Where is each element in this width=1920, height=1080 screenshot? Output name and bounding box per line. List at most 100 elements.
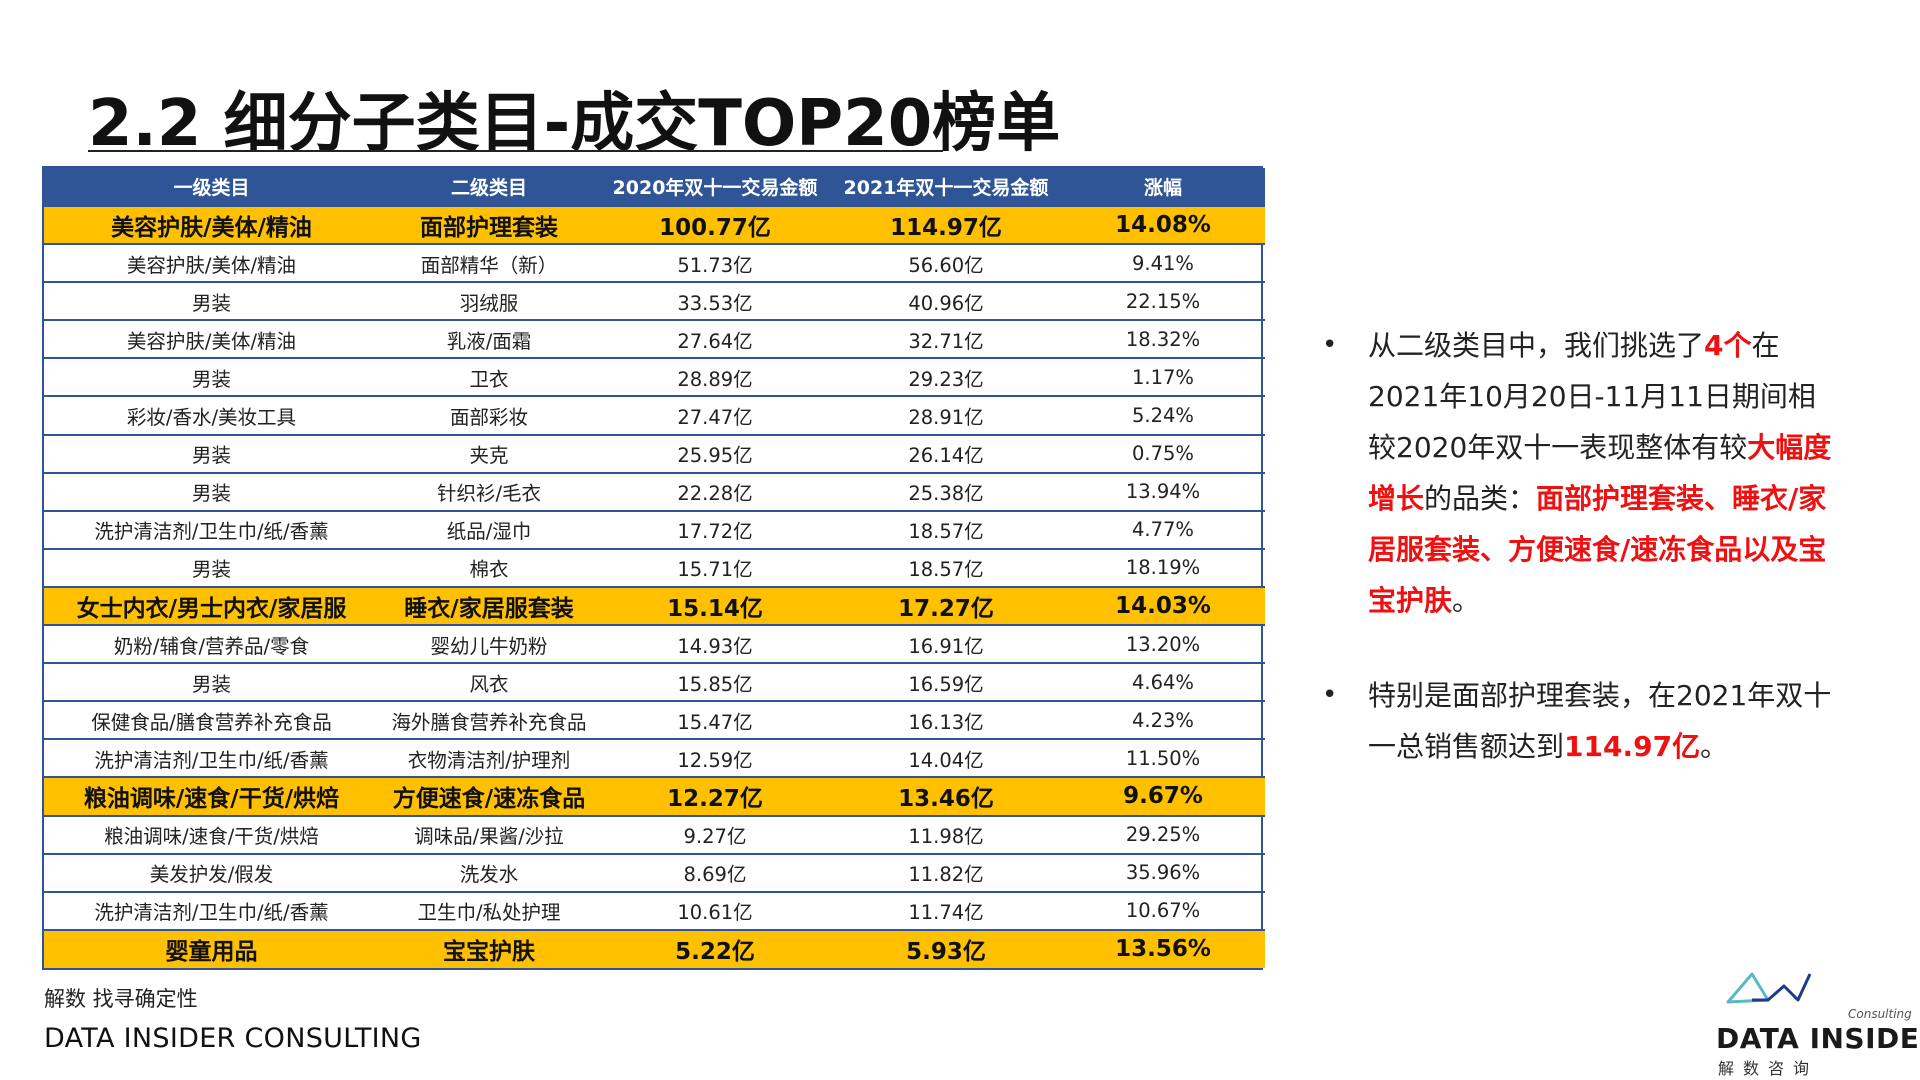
cell-2020-amount: 10.61亿 (599, 891, 831, 931)
cell-level2-category: 海外膳食营养补充食品 (379, 701, 599, 741)
footer-company: DATA INSIDER CONSULTING (44, 1023, 422, 1054)
table-header-row: 一级类目 二级类目 2020年双十一交易金额 2021年双十一交易金额 涨幅 (44, 168, 1265, 207)
cell-growth: 18.19% (1061, 548, 1265, 588)
cell-2021-amount: 13.46亿 (831, 777, 1061, 817)
cell-level1-category: 男装 (44, 358, 379, 398)
table-row-highlighted: 婴童用品 宝宝护肤 5.22亿 5.93亿 13.56% (44, 929, 1265, 968)
cell-level1-category: 粮油调味/速食/干货/烘焙 (44, 815, 379, 855)
cell-2020-amount: 9.27亿 (599, 815, 831, 855)
cell-2020-amount: 100.77亿 (599, 206, 831, 246)
cell-2020-amount: 12.27亿 (599, 777, 831, 817)
logo-subtitle: 解数咨询 (1718, 1059, 1819, 1078)
table-row-highlighted: 女士内衣/男士内衣/家居服 睡衣/家居服套装 15.14亿 17.27亿 14.03% (44, 586, 1265, 627)
emphasis-text: 大幅度增长 (1368, 431, 1832, 515)
table-row-highlighted: 粮油调味/速食/干货/烘焙 方便速食/速冻食品 12.27亿 13.46亿 9.67% (44, 777, 1265, 817)
cell-level2-category: 羽绒服 (379, 282, 599, 322)
cell-2021-amount: 16.13亿 (831, 701, 1061, 741)
header-2021-amount: 2021年双十一交易金额 (831, 168, 1061, 207)
table-row: 洗护清洁剂/卫生巾/纸/香薰 卫生巾/私处护理 10.61亿 11.74亿 10.67% (44, 891, 1265, 931)
emphasis-text: 4个 (1704, 329, 1752, 362)
bullet-segment: 。 (1700, 730, 1729, 763)
cell-2021-amount: 16.59亿 (831, 663, 1061, 703)
cell-growth: 10.67% (1061, 891, 1265, 931)
title-underline (88, 150, 943, 152)
cell-growth: 29.25% (1061, 815, 1265, 855)
cell-2020-amount: 8.69亿 (599, 853, 831, 893)
cell-2020-amount: 25.95亿 (599, 434, 831, 474)
table-row: 美容护肤/美体/精油 乳液/面霜 27.64亿 32.71亿 18.32% (44, 320, 1265, 360)
cell-level2-category: 面部彩妆 (379, 396, 599, 436)
cell-2021-amount: 29.23亿 (831, 358, 1061, 398)
cell-level2-category: 卫衣 (379, 358, 599, 398)
cell-level2-category: 棉衣 (379, 548, 599, 588)
cell-growth: 4.64% (1061, 663, 1265, 703)
bullet-segment: 特别是面部护理套装，在2021年双十一总销售额达到 (1368, 679, 1832, 763)
table-row: 美容护肤/美体/精油 面部精华（新） 51.73亿 56.60亿 9.41% (44, 244, 1265, 284)
bullet-dot-icon: • (1322, 680, 1338, 710)
cell-level1-category: 男装 (44, 434, 379, 474)
cell-level1-category: 洗护清洁剂/卫生巾/纸/香薰 (44, 891, 379, 931)
cell-2020-amount: 5.22亿 (599, 929, 831, 968)
cell-growth: 22.15% (1061, 282, 1265, 322)
cell-2020-amount: 15.85亿 (599, 663, 831, 703)
table-row-highlighted: 美容护肤/美体/精油 面部护理套装 100.77亿 114.97亿 14.08% (44, 206, 1265, 246)
cell-growth: 13.94% (1061, 472, 1265, 512)
cell-growth: 14.08% (1061, 206, 1265, 246)
emphasis-text: 114.97亿 (1564, 730, 1701, 763)
cell-growth: 13.20% (1061, 625, 1265, 665)
table-row: 男装 风衣 15.85亿 16.59亿 4.64% (44, 663, 1265, 703)
cell-growth: 5.24% (1061, 396, 1265, 436)
cell-2020-amount: 15.47亿 (599, 701, 831, 741)
table-row: 男装 针织衫/毛衣 22.28亿 25.38亿 13.94% (44, 472, 1265, 512)
cell-2021-amount: 16.91亿 (831, 625, 1061, 665)
header-growth: 涨幅 (1061, 168, 1265, 207)
top20-table: 一级类目 二级类目 2020年双十一交易金额 2021年双十一交易金额 涨幅 美… (44, 168, 1265, 968)
cell-2021-amount: 5.93亿 (831, 929, 1061, 968)
cell-growth: 35.96% (1061, 853, 1265, 893)
cell-level2-category: 风衣 (379, 663, 599, 703)
cell-2020-amount: 15.14亿 (599, 586, 831, 627)
cell-2021-amount: 25.38亿 (831, 472, 1061, 512)
page-title: 2.2 细分子类目-成交TOP20榜单 (88, 87, 1061, 161)
bullet-segment: 。 (1452, 584, 1481, 617)
cell-2021-amount: 28.91亿 (831, 396, 1061, 436)
table-row: 男装 夹克 25.95亿 26.14亿 0.75% (44, 434, 1265, 474)
table-row: 洗护清洁剂/卫生巾/纸/香薰 纸品/湿巾 17.72亿 18.57亿 4.77% (44, 510, 1265, 550)
cell-level1-category: 洗护清洁剂/卫生巾/纸/香薰 (44, 739, 379, 779)
logo-name: DATA INSIDER (1716, 1022, 1920, 1055)
cell-2021-amount: 26.14亿 (831, 434, 1061, 474)
top20-table-container: 一级类目 二级类目 2020年双十一交易金额 2021年双十一交易金额 涨幅 美… (42, 166, 1265, 970)
table-row: 美发护发/假发 洗发水 8.69亿 11.82亿 35.96% (44, 853, 1265, 893)
bullet-text: 从二级类目中，我们挑选了4个在2021年10月20日-11月11日期间相较202… (1368, 329, 1831, 617)
cell-level1-category: 美容护肤/美体/精油 (44, 206, 379, 246)
cell-2021-amount: 32.71亿 (831, 320, 1061, 360)
table-row: 奶粉/辅食/营养品/零食 婴幼儿牛奶粉 14.93亿 16.91亿 13.20% (44, 625, 1265, 665)
cell-growth: 9.41% (1061, 244, 1265, 284)
cell-level2-category: 调味品/果酱/沙拉 (379, 815, 599, 855)
cell-2021-amount: 11.74亿 (831, 891, 1061, 931)
insight-bullets: • 从二级类目中，我们挑选了4个在2021年10月20日-11月11日期间相较2… (1320, 320, 1840, 772)
cell-2021-amount: 114.97亿 (831, 206, 1061, 246)
logo-consulting-text: Consulting (1848, 1007, 1912, 1021)
cell-level1-category: 男装 (44, 472, 379, 512)
bullet-dot-icon: • (1322, 330, 1338, 360)
bullet-text: 特别是面部护理套装，在2021年双十一总销售额达到114.97亿。 (1368, 679, 1831, 763)
cell-level2-category: 面部精华（新） (379, 244, 599, 284)
table-row: 保健食品/膳食营养补充食品 海外膳食营养补充食品 15.47亿 16.13亿 4.23% (44, 701, 1265, 741)
cell-level1-category: 洗护清洁剂/卫生巾/纸/香薰 (44, 510, 379, 550)
cell-2021-amount: 17.27亿 (831, 586, 1061, 627)
cell-level1-category: 男装 (44, 548, 379, 588)
brand-logo: Consulting DATA INSIDER 解数咨询 (1716, 970, 1920, 1078)
cell-level2-category: 面部护理套装 (379, 206, 599, 246)
cell-level2-category: 针织衫/毛衣 (379, 472, 599, 512)
table-row: 男装 棉衣 15.71亿 18.57亿 18.19% (44, 548, 1265, 588)
cell-level1-category: 粮油调味/速食/干货/烘焙 (44, 777, 379, 817)
cell-level2-category: 夹克 (379, 434, 599, 474)
cell-level2-category: 乳液/面霜 (379, 320, 599, 360)
cell-growth: 4.23% (1061, 701, 1265, 741)
cell-level1-category: 男装 (44, 663, 379, 703)
cell-growth: 13.56% (1061, 929, 1265, 968)
cell-growth: 11.50% (1061, 739, 1265, 779)
bullet-item: • 从二级类目中，我们挑选了4个在2021年10月20日-11月11日期间相较2… (1320, 320, 1840, 626)
